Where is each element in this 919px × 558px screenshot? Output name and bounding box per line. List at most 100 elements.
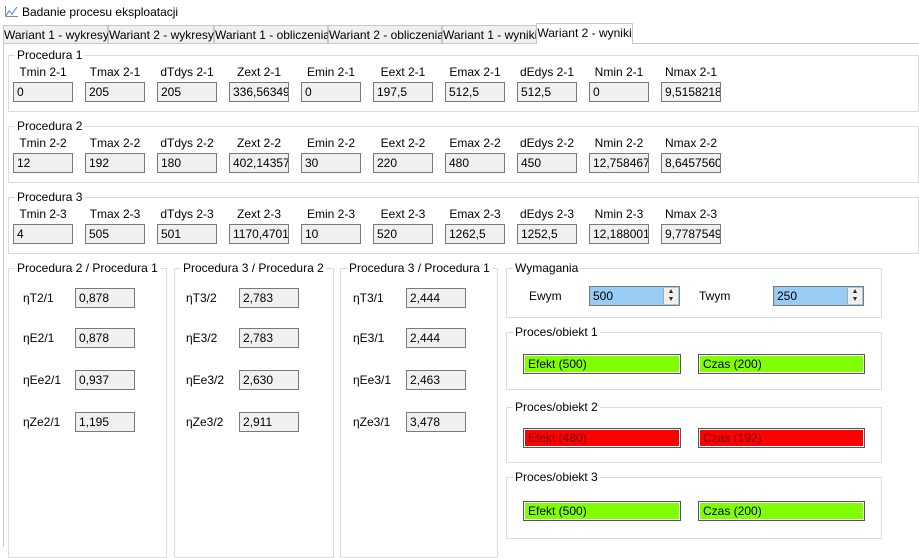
field-label: Tmin 2-1 (19, 65, 67, 79)
ratio-value-textbox[interactable]: 2,444 (406, 328, 466, 348)
spin-down-icon[interactable]: ▼ (667, 296, 675, 303)
value-textbox[interactable]: 8,64575602 (661, 153, 721, 173)
ratio-value-textbox[interactable]: 2,463 (406, 370, 466, 390)
value-textbox[interactable]: 0 (589, 82, 649, 102)
tab-wariant2-wyniki[interactable]: Wariant 2 - wyniki (536, 23, 633, 44)
value-textbox[interactable]: 1262,5 (445, 224, 505, 244)
ratio-label: ηT3/2 (186, 291, 217, 305)
ratio-value-textbox[interactable]: 2,783 (239, 328, 299, 348)
tab-wariant2-obliczenia[interactable]: Wariant 2 - obliczenia (328, 25, 444, 43)
field-label: Eext 2-3 (380, 207, 426, 221)
field-label: dEdys 2-2 (519, 136, 575, 150)
field-label: Emin 2-2 (306, 136, 356, 150)
ratio-value-textbox[interactable]: 0,878 (75, 328, 135, 348)
ewym-spinner[interactable]: ▲ ▼ (663, 288, 678, 304)
value-textbox[interactable]: 512,5 (517, 82, 577, 102)
ratio-value-textbox[interactable]: 1,195 (75, 412, 135, 432)
ratio-value-textbox[interactable]: 2,444 (406, 288, 466, 308)
effect-status-3: Efekt (500) (523, 501, 681, 521)
group-obiekt-3: Proces/obiekt 3 (506, 470, 882, 539)
twym-value: 250 (777, 289, 798, 303)
value-textbox[interactable]: 12,1880017 (589, 224, 649, 244)
group-title: Procedura 3 / Procedura 1 (347, 261, 492, 275)
value-textbox[interactable]: 0 (13, 82, 73, 102)
spin-down-icon[interactable]: ▼ (851, 296, 859, 303)
twym-spinner[interactable]: ▲ ▼ (847, 288, 862, 304)
tab-wariant1-obliczenia[interactable]: Wariant 1 - obliczenia (214, 25, 330, 43)
ratio-label: ηE2/1 (23, 331, 55, 345)
field-label: Nmax 2-3 (664, 207, 717, 221)
ratio-label: ηZe3/1 (353, 415, 391, 429)
group-title: Proces/obiekt 1 (513, 325, 600, 339)
value-textbox[interactable]: 402,143579 (229, 153, 289, 173)
time-status-2: Czas (192) (698, 428, 865, 448)
group-title: Procedura 3 (15, 190, 85, 204)
tab-wariant1-wyniki[interactable]: Wariant 1 - wyniki (442, 25, 537, 43)
value-textbox[interactable]: 336,563496 (229, 82, 289, 102)
ratio-value-textbox[interactable]: 0,937 (75, 370, 135, 390)
value-textbox[interactable]: 9,5158218 (661, 82, 721, 102)
ratio-value-textbox[interactable]: 2,783 (239, 288, 299, 308)
value-textbox[interactable]: 480 (445, 153, 505, 173)
value-textbox[interactable]: 505 (85, 224, 145, 244)
value-textbox[interactable]: 192 (85, 153, 145, 173)
field-label: Zext 2-2 (236, 136, 281, 150)
value-textbox[interactable]: 0 (301, 82, 361, 102)
field-label: Tmax 2-2 (89, 136, 141, 150)
value-textbox[interactable]: 501 (157, 224, 217, 244)
field-label: Nmin 2-2 (594, 136, 644, 150)
spin-up-icon[interactable]: ▲ (667, 288, 675, 295)
ratio-value-textbox[interactable]: 0,878 (75, 288, 135, 308)
tab-wariant1-wykresy[interactable]: Wariant 1 - wykresy (3, 25, 109, 43)
group-title: Wymagania (513, 261, 581, 275)
value-textbox[interactable]: 220 (373, 153, 433, 173)
ratio-label: ηE3/2 (186, 331, 218, 345)
value-textbox[interactable]: 12 (13, 153, 73, 173)
value-textbox[interactable]: 197,5 (373, 82, 433, 102)
field-label: Emax 2-3 (449, 207, 501, 221)
group-procedura-2: Procedura 2 (8, 119, 919, 183)
value-textbox[interactable]: 180 (157, 153, 217, 173)
ratio-value-textbox[interactable]: 3,478 (406, 412, 466, 432)
ratio-label: ηZe2/1 (23, 415, 61, 429)
effect-status-2: Efekt (480) (523, 428, 681, 448)
field-label: Emax 2-1 (449, 65, 501, 79)
value-textbox[interactable]: 450 (517, 153, 577, 173)
group-title: Procedura 2 (15, 119, 85, 133)
ratio-label: ηEe2/1 (23, 373, 62, 387)
value-textbox[interactable]: 1170,47012 (229, 224, 289, 244)
field-label: Tmax 2-1 (89, 65, 141, 79)
field-label: Tmin 2-3 (19, 207, 67, 221)
value-textbox[interactable]: 1252,5 (517, 224, 577, 244)
twym-input[interactable]: 250 ▲ ▼ (773, 286, 864, 306)
value-textbox[interactable]: 12,7584671 (589, 153, 649, 173)
field-label: Tmin 2-2 (19, 136, 67, 150)
group-ratio-3-1: Procedura 3 / Procedura 1 (340, 261, 498, 558)
value-textbox[interactable]: 205 (157, 82, 217, 102)
value-textbox[interactable]: 10 (301, 224, 361, 244)
time-status-3: Czas (200) (698, 501, 865, 521)
group-ratio-3-2: Procedura 3 / Procedura 2 (174, 261, 334, 558)
ewym-value: 500 (593, 289, 614, 303)
ratio-value-textbox[interactable]: 2,630 (239, 370, 299, 390)
value-textbox[interactable]: 520 (373, 224, 433, 244)
ratio-value-textbox[interactable]: 2,911 (239, 412, 299, 432)
value-textbox[interactable]: 205 (85, 82, 145, 102)
ewym-input[interactable]: 500 ▲ ▼ (589, 286, 680, 306)
time-status-1: Czas (200) (698, 354, 865, 374)
field-label: Zext 2-1 (236, 65, 281, 79)
tab-wariant2-wykresy[interactable]: Wariant 2 - wykresy (108, 25, 214, 43)
spin-up-icon[interactable]: ▲ (851, 288, 859, 295)
value-textbox[interactable]: 30 (301, 153, 361, 173)
value-textbox[interactable]: 512,5 (445, 82, 505, 102)
field-label: Eext 2-2 (380, 136, 426, 150)
group-title: Procedura 2 / Procedura 1 (15, 261, 160, 275)
group-title: Procedura 1 (15, 48, 85, 62)
group-procedura-3: Procedura 3 (8, 190, 919, 254)
group-wymagania: Wymagania (506, 261, 882, 318)
field-label: dEdys 2-1 (519, 65, 575, 79)
value-textbox[interactable]: 4 (13, 224, 73, 244)
value-textbox[interactable]: 9,77875495 (661, 224, 721, 244)
field-label: dTdys 2-1 (160, 65, 214, 79)
ratio-label: ηEe3/1 (353, 373, 392, 387)
